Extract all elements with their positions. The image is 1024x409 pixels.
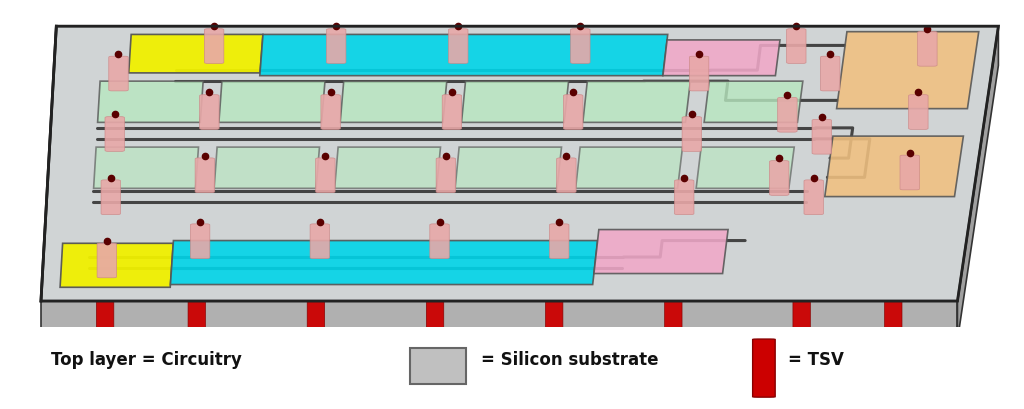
Polygon shape: [41, 301, 957, 340]
FancyBboxPatch shape: [105, 117, 125, 151]
FancyBboxPatch shape: [675, 180, 694, 215]
FancyBboxPatch shape: [449, 29, 468, 63]
FancyBboxPatch shape: [908, 95, 928, 129]
FancyBboxPatch shape: [812, 119, 831, 154]
FancyBboxPatch shape: [190, 224, 210, 258]
Polygon shape: [41, 26, 998, 301]
FancyBboxPatch shape: [109, 56, 128, 91]
FancyBboxPatch shape: [777, 97, 797, 132]
FancyBboxPatch shape: [205, 29, 224, 63]
Polygon shape: [214, 147, 319, 188]
FancyBboxPatch shape: [753, 339, 775, 397]
FancyBboxPatch shape: [430, 224, 450, 258]
Polygon shape: [97, 81, 203, 122]
Polygon shape: [335, 147, 440, 188]
FancyBboxPatch shape: [682, 117, 701, 151]
Polygon shape: [260, 34, 668, 76]
FancyBboxPatch shape: [310, 224, 330, 258]
FancyBboxPatch shape: [315, 158, 335, 193]
FancyBboxPatch shape: [426, 300, 443, 364]
FancyBboxPatch shape: [557, 158, 577, 193]
FancyBboxPatch shape: [321, 95, 340, 129]
Polygon shape: [696, 147, 795, 188]
FancyBboxPatch shape: [327, 29, 346, 63]
FancyBboxPatch shape: [96, 300, 114, 364]
Polygon shape: [41, 26, 998, 301]
Polygon shape: [455, 147, 561, 188]
FancyBboxPatch shape: [101, 180, 121, 215]
Polygon shape: [129, 34, 263, 73]
Polygon shape: [583, 81, 690, 122]
FancyBboxPatch shape: [689, 56, 709, 91]
Polygon shape: [60, 243, 173, 287]
Polygon shape: [705, 81, 803, 122]
FancyBboxPatch shape: [769, 161, 788, 196]
FancyBboxPatch shape: [188, 300, 206, 364]
Polygon shape: [837, 31, 979, 109]
FancyBboxPatch shape: [550, 224, 569, 258]
Bar: [410, 348, 466, 384]
FancyBboxPatch shape: [436, 158, 456, 193]
Polygon shape: [594, 229, 728, 274]
Text: Top layer = Circuitry: Top layer = Circuitry: [51, 351, 242, 369]
Polygon shape: [575, 147, 683, 188]
Polygon shape: [957, 26, 998, 340]
Polygon shape: [663, 40, 780, 76]
Polygon shape: [170, 240, 598, 285]
FancyBboxPatch shape: [196, 158, 215, 193]
FancyBboxPatch shape: [442, 95, 462, 129]
FancyBboxPatch shape: [793, 300, 810, 364]
FancyBboxPatch shape: [900, 155, 920, 190]
FancyBboxPatch shape: [918, 31, 937, 66]
FancyBboxPatch shape: [665, 300, 682, 364]
Polygon shape: [824, 136, 964, 197]
Polygon shape: [462, 81, 568, 122]
FancyBboxPatch shape: [786, 29, 806, 63]
FancyBboxPatch shape: [570, 29, 590, 63]
Polygon shape: [340, 81, 446, 122]
FancyBboxPatch shape: [546, 300, 563, 364]
Polygon shape: [93, 147, 199, 188]
FancyBboxPatch shape: [200, 95, 219, 129]
FancyBboxPatch shape: [307, 300, 325, 364]
FancyBboxPatch shape: [97, 243, 117, 278]
Text: = TSV: = TSV: [788, 351, 845, 369]
FancyBboxPatch shape: [820, 56, 840, 91]
FancyBboxPatch shape: [563, 95, 583, 129]
Polygon shape: [219, 81, 325, 122]
Text: = Silicon substrate: = Silicon substrate: [481, 351, 658, 369]
FancyBboxPatch shape: [804, 180, 823, 215]
FancyBboxPatch shape: [885, 300, 902, 364]
